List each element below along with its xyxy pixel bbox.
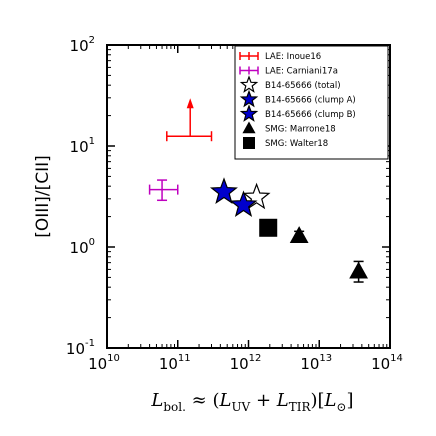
xlabel-L: L — [276, 390, 289, 411]
data-marks — [148, 98, 369, 283]
y-tick-exponent: 0 — [89, 237, 95, 248]
point-smg-marrone18 — [349, 261, 369, 279]
x-axis-label: Lbol. ≈ (LUV + LTIR)[L⊙] — [150, 390, 353, 414]
xlabel-plus: + — [250, 390, 277, 411]
legend-marker-smg-marrone18 — [242, 121, 256, 134]
point-b14-65666-total- — [242, 182, 271, 210]
xlabel-L: L — [150, 390, 163, 411]
point-b14-65666-clump-b- — [229, 190, 258, 217]
legend-marker-b14-65666-clump-a- — [239, 89, 259, 108]
x-tick-exponent: 14 — [390, 353, 403, 364]
x-tick-exponent: 11 — [178, 353, 191, 364]
x-tick-exponent: 13 — [319, 353, 332, 364]
y-tick-exponent: 2 — [89, 35, 95, 46]
y-tick-exponent: 1 — [89, 136, 95, 147]
legend-marker-b14-65666-clump-b- — [239, 104, 259, 122]
xlabel-sub-uv: UV — [231, 400, 250, 414]
point-lae-inoue16-limit-arrow — [186, 98, 194, 109]
point-b14-65666-clump-a- — [209, 177, 238, 204]
xlabel-close: )[ — [310, 390, 324, 411]
legend: LAE: Inoue16 LAE: Carniani17a B14-65666 (t… — [234, 45, 389, 160]
y-axis-label: [OIII]/[CII] — [33, 155, 53, 238]
legend-label: B14-65666 (total) — [265, 81, 341, 91]
xlabel-sub-sun: ⊙ — [336, 400, 346, 414]
legend-label: SMG: Walter18 — [265, 139, 328, 149]
xlabel-L: L — [218, 390, 231, 411]
legend-label: LAE: Inoue16 — [265, 52, 321, 62]
legend-marker-smg-walter18 — [243, 137, 255, 149]
legend-label: B14-65666 (clump B) — [265, 110, 356, 120]
y-tick-exponent: -1 — [85, 338, 95, 349]
xlabel-end: ] — [347, 390, 354, 411]
xlabel-approx: ≈ ( — [186, 390, 220, 411]
xlabel-sub-tir: TIR — [289, 400, 312, 414]
legend-box — [234, 45, 389, 160]
legend-label: SMG: Marrone18 — [265, 125, 336, 135]
point-smg-marrone18 — [289, 226, 309, 243]
x-tick-exponent: 10 — [107, 353, 120, 364]
xlabel-sub-bol: bol. — [163, 400, 186, 414]
legend-marker-b14-65666-total- — [239, 75, 259, 93]
xlabel-L: L — [324, 390, 337, 411]
legend-label: B14-65666 (clump A) — [265, 96, 356, 106]
x-tick-exponent: 12 — [249, 353, 262, 364]
legend-label: LAE: Carniani17a — [265, 67, 338, 77]
point-smg-walter18 — [259, 218, 278, 237]
